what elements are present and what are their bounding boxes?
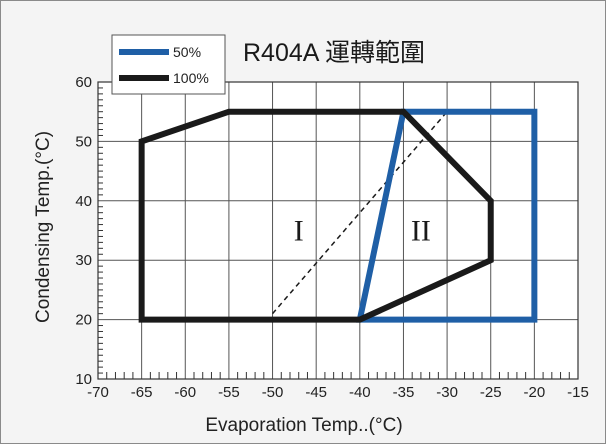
x-tick-label: -20 <box>524 384 546 401</box>
y-axis-title: Condensing Temp.(°C) <box>33 131 54 323</box>
series <box>138 108 538 323</box>
x-tick-label: -30 <box>436 384 458 401</box>
series-envelope-50pct <box>356 108 538 323</box>
labels: I II <box>294 215 431 248</box>
region-label: II <box>411 215 431 248</box>
chart-title: R404A 運轉範圍 <box>243 39 425 67</box>
x-tick-label: -70 <box>87 384 109 401</box>
x-axis-title: Evaporation Temp..(°C) <box>205 415 402 436</box>
x-tick-label: -60 <box>174 384 196 401</box>
x-tick-label: -25 <box>480 384 502 401</box>
x-tick-label: -45 <box>305 384 327 401</box>
x-tick-label: -35 <box>393 384 415 401</box>
legend: 50% 100% <box>111 34 226 95</box>
y-tick-label: 60 <box>75 74 92 91</box>
x-tick-label: -55 <box>218 384 240 401</box>
x-tick-label: -50 <box>262 384 284 401</box>
plot-background <box>98 82 578 379</box>
y-tick-label: 10 <box>75 371 92 388</box>
y-tick-label: 20 <box>75 312 92 329</box>
legend-label-50: 50% <box>173 44 201 60</box>
region-label: I <box>294 215 304 248</box>
x-tick-label: -40 <box>349 384 371 401</box>
axes: -70 -65 -60 -55 -50 -45 -40 -35 -30 -25 -20 -15 10 20… <box>75 74 589 401</box>
x-tick-label: -15 <box>567 384 589 401</box>
y-tick-label: 30 <box>75 252 92 269</box>
y-tick-label: 40 <box>75 193 92 210</box>
y-tick-label: 50 <box>75 133 92 150</box>
legend-label-100: 100% <box>173 70 209 86</box>
x-tick-label: -65 <box>131 384 153 401</box>
legend-box <box>111 34 226 95</box>
grid <box>98 82 578 379</box>
series-envelope-100pct <box>138 108 494 323</box>
